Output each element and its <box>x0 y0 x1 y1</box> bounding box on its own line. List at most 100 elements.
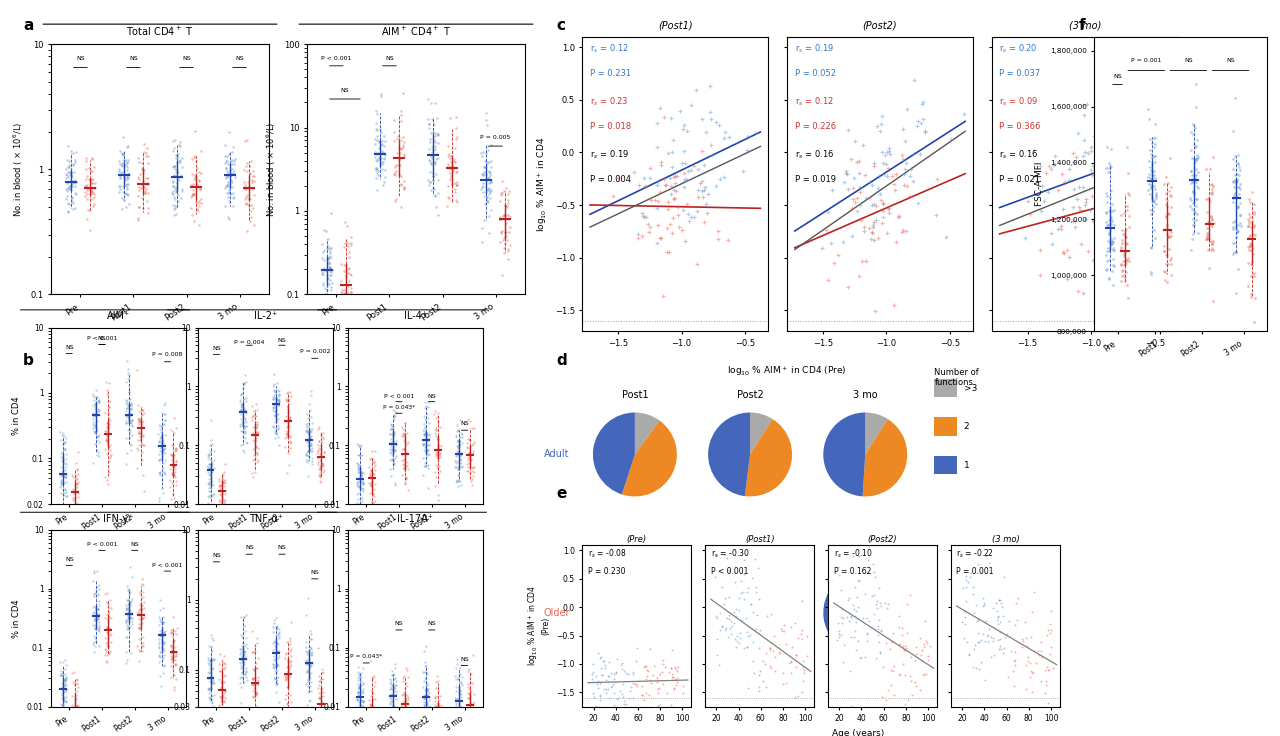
Point <box>1230 210 1251 222</box>
Point <box>380 423 401 435</box>
Wedge shape <box>635 412 659 455</box>
Point <box>64 501 84 513</box>
Point <box>773 667 794 679</box>
Point <box>417 445 438 456</box>
Point <box>838 183 859 194</box>
Point <box>443 162 463 174</box>
Point <box>113 149 133 161</box>
Point <box>451 453 471 465</box>
Point <box>51 698 72 710</box>
Point <box>1052 168 1073 180</box>
Point <box>657 246 677 258</box>
Point <box>88 625 109 637</box>
Point <box>340 240 361 252</box>
Point <box>51 452 72 464</box>
Point <box>280 616 301 628</box>
Point <box>1157 231 1178 243</box>
Point <box>1156 210 1176 222</box>
Point <box>472 169 493 180</box>
Point <box>787 632 808 644</box>
Point <box>385 435 406 447</box>
Point <box>384 427 404 439</box>
Point <box>118 606 138 618</box>
Point <box>419 691 439 703</box>
Point <box>1187 180 1207 192</box>
Point <box>84 399 105 411</box>
Point <box>308 435 329 447</box>
Point <box>707 634 727 645</box>
Point <box>716 624 736 636</box>
Point <box>67 464 87 475</box>
Point <box>425 704 445 715</box>
Point <box>959 649 979 661</box>
Point <box>128 152 148 164</box>
Point <box>116 188 137 199</box>
Point <box>275 670 296 682</box>
Point <box>164 163 184 175</box>
Point <box>1144 150 1165 162</box>
Point <box>353 702 374 714</box>
Point <box>493 209 513 221</box>
Point <box>86 603 106 615</box>
Point <box>154 638 174 650</box>
Point <box>1139 178 1160 190</box>
Point <box>97 631 118 643</box>
Point <box>244 678 265 690</box>
Point <box>1225 93 1245 105</box>
Point <box>64 508 84 520</box>
Point <box>381 665 402 677</box>
Point <box>1160 231 1180 243</box>
Point <box>115 180 136 191</box>
Point <box>82 173 102 185</box>
Point <box>1098 218 1119 230</box>
Point <box>424 174 444 185</box>
Point <box>1138 184 1158 196</box>
Point <box>1226 177 1247 188</box>
Point <box>262 637 283 649</box>
Point <box>224 171 244 183</box>
Point <box>164 170 184 182</box>
Point <box>244 452 265 464</box>
Point <box>55 476 76 488</box>
Point <box>152 617 173 629</box>
Point <box>1117 252 1138 264</box>
Point <box>296 609 316 620</box>
Point <box>129 168 150 180</box>
Point <box>1044 150 1065 162</box>
Point <box>88 436 109 447</box>
Point <box>120 438 141 450</box>
Point <box>152 424 173 436</box>
Point <box>449 707 470 718</box>
Point <box>101 612 122 623</box>
Point <box>451 431 471 442</box>
Point <box>83 565 104 577</box>
Point <box>712 620 732 632</box>
Point <box>436 200 457 212</box>
Point <box>448 463 468 475</box>
Point <box>351 467 371 478</box>
Point <box>375 135 396 146</box>
Point <box>65 713 86 725</box>
Point <box>154 628 174 640</box>
Point <box>56 172 77 184</box>
Point <box>864 157 884 169</box>
Point <box>678 208 699 220</box>
Point <box>280 431 301 442</box>
Point <box>132 192 152 204</box>
Point <box>61 170 82 182</box>
Point <box>818 206 838 218</box>
Point <box>211 675 232 687</box>
Point <box>351 667 371 679</box>
Point <box>298 686 319 698</box>
Point <box>297 657 317 669</box>
Point <box>1244 270 1265 282</box>
Point <box>869 636 890 648</box>
Point <box>1196 163 1216 175</box>
Point <box>246 715 266 727</box>
Point <box>877 684 897 696</box>
Point <box>371 88 392 100</box>
Point <box>1139 188 1160 200</box>
Point <box>385 679 406 691</box>
Point <box>238 177 259 188</box>
Point <box>339 246 360 258</box>
